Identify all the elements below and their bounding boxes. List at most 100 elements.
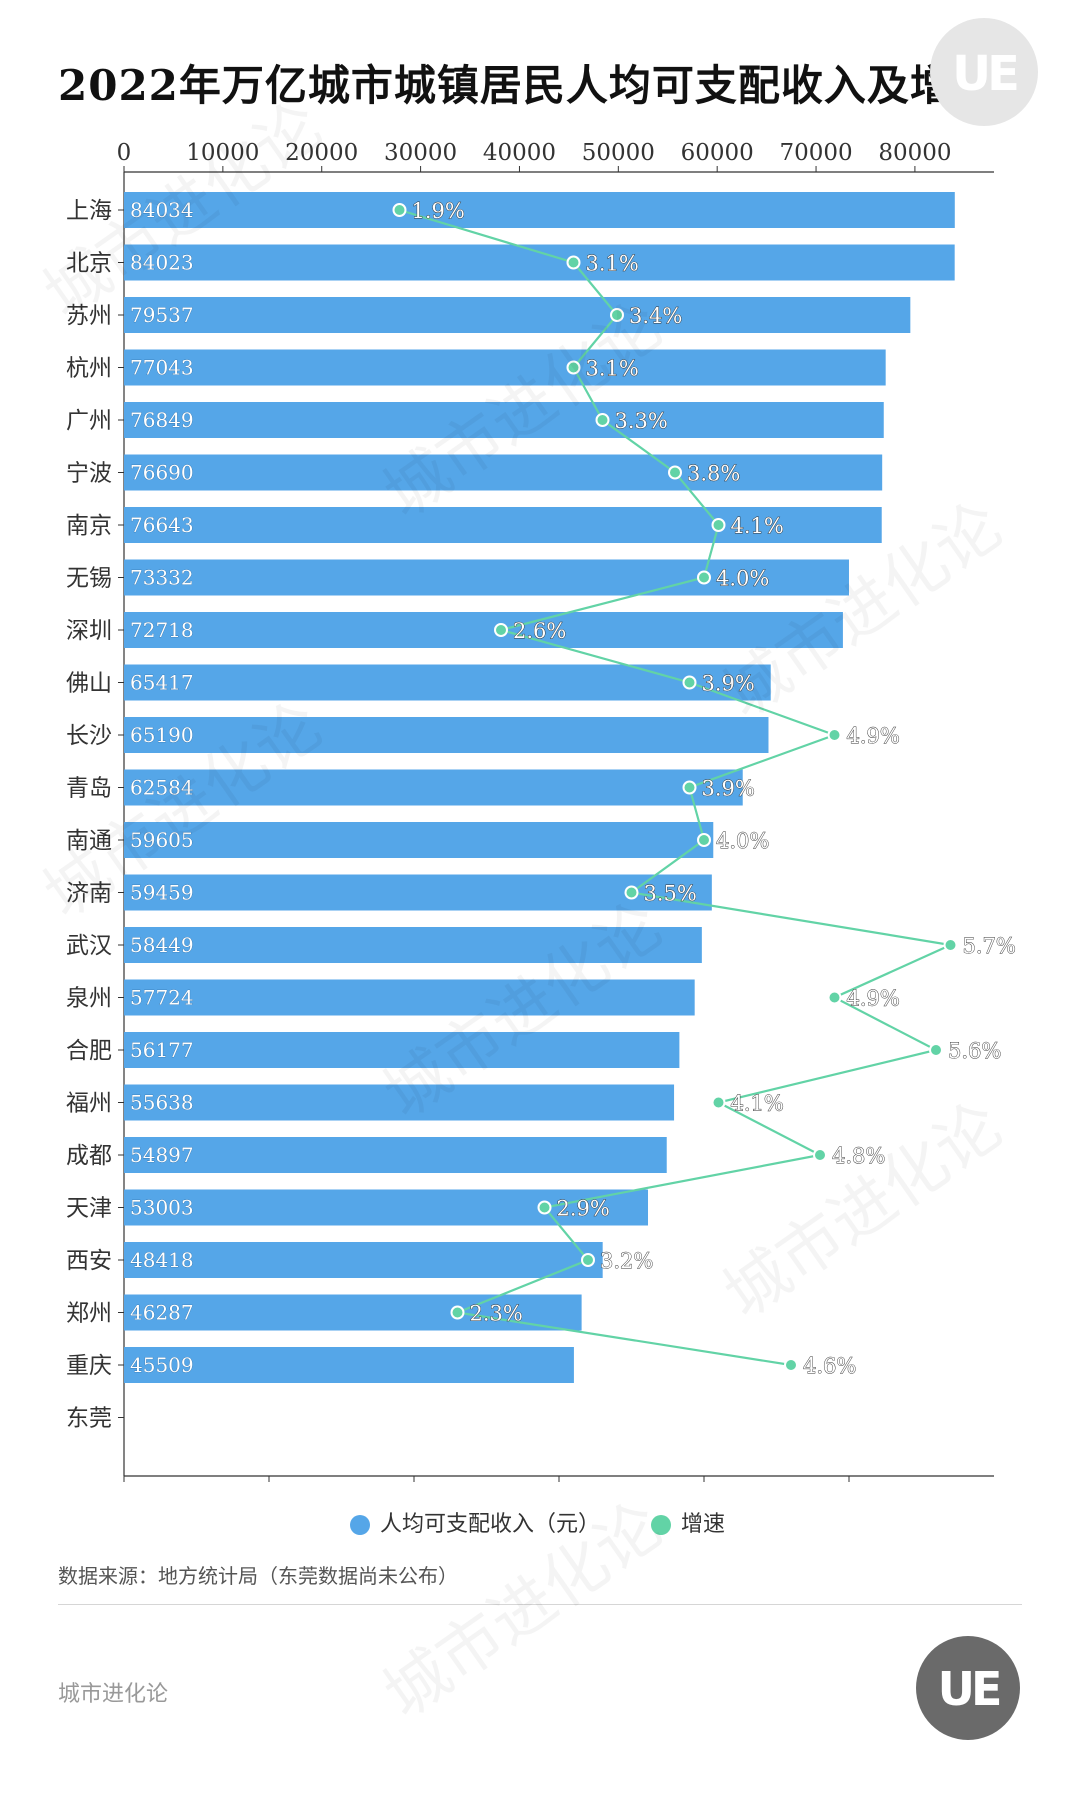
category-label: 合肥 bbox=[66, 1038, 112, 1064]
income-value-label: 59605 bbox=[130, 828, 194, 852]
income-value-label: 84034 bbox=[130, 198, 194, 222]
category-label: 成都 bbox=[66, 1143, 112, 1169]
income-value-label: 77043 bbox=[130, 356, 194, 380]
category-label: 武汉 bbox=[66, 933, 112, 959]
legend-swatch-growth bbox=[651, 1515, 672, 1535]
growth-point bbox=[682, 675, 697, 690]
chart-legend: 人均可支配收入（元） 增速 bbox=[350, 1506, 769, 1538]
income-value-label: 76690 bbox=[130, 461, 194, 485]
growth-value-label: 3.9% bbox=[702, 672, 755, 696]
growth-point bbox=[566, 255, 581, 270]
growth-point bbox=[595, 413, 610, 427]
income-bar bbox=[124, 244, 955, 281]
income-value-label: 58449 bbox=[130, 933, 194, 957]
growth-value-label: 4.8% bbox=[832, 1144, 885, 1168]
income-value-label: 55638 bbox=[130, 1091, 194, 1115]
top-axis-tick-label: 60000 bbox=[681, 140, 754, 166]
income-value-label: 65417 bbox=[130, 671, 194, 695]
income-bar bbox=[124, 1084, 675, 1121]
growth-value-label: 4.0% bbox=[716, 567, 769, 591]
growth-point bbox=[711, 1095, 726, 1110]
income-value-label: 79537 bbox=[130, 303, 194, 327]
income-value-label: 54897 bbox=[130, 1143, 194, 1167]
legend-item-growth: 增速 bbox=[651, 1506, 725, 1538]
growth-point bbox=[784, 1358, 798, 1372]
footer-divider bbox=[58, 1604, 1022, 1605]
category-label: 泉州 bbox=[66, 986, 112, 1012]
income-value-label: 59459 bbox=[130, 881, 194, 905]
growth-value-label: 3.1% bbox=[586, 252, 639, 276]
income-value-label: 84023 bbox=[130, 251, 194, 275]
category-label: 无锡 bbox=[66, 566, 112, 592]
category-label: 宁波 bbox=[66, 461, 112, 487]
income-value-label: 48418 bbox=[130, 1248, 194, 1272]
category-label: 青岛 bbox=[66, 776, 112, 802]
growth-point bbox=[682, 780, 697, 795]
income-value-label: 65190 bbox=[130, 723, 194, 747]
top-axis-tick-label: 80000 bbox=[878, 140, 951, 166]
growth-value-label: 2.9% bbox=[557, 1197, 610, 1221]
growth-value-label: 4.9% bbox=[847, 987, 900, 1011]
category-label: 深圳 bbox=[66, 618, 112, 644]
category-label: 上海 bbox=[66, 198, 112, 224]
category-label: 北京 bbox=[66, 251, 112, 277]
growth-point bbox=[697, 833, 711, 847]
category-label: 福州 bbox=[66, 1091, 112, 1117]
growth-value-label: 3.4% bbox=[629, 304, 682, 328]
growth-point bbox=[494, 623, 508, 637]
top-axis-tick-label: 40000 bbox=[483, 140, 556, 166]
category-label: 佛山 bbox=[66, 671, 112, 697]
legend-swatch-income bbox=[350, 1515, 370, 1535]
category-label: 济南 bbox=[66, 881, 112, 907]
income-value-label: 62584 bbox=[130, 776, 194, 800]
income-bar bbox=[124, 1137, 667, 1173]
income-bar bbox=[124, 1032, 680, 1068]
income-value-label: 76643 bbox=[130, 513, 194, 537]
bottom-axis-tick-label: 4 bbox=[697, 1488, 712, 1490]
income-bar bbox=[124, 297, 911, 333]
growth-value-label: 1.9% bbox=[412, 199, 465, 223]
data-source-note: 数据来源：地方统计局（东莞数据尚未公布） bbox=[58, 1564, 458, 1588]
income-value-label: 73332 bbox=[130, 566, 194, 590]
top-axis-tick-label: 30000 bbox=[384, 140, 457, 166]
bottom-axis-tick-label: 2 bbox=[407, 1488, 422, 1490]
legend-label-income: 人均可支配收入（元） bbox=[380, 1512, 601, 1537]
growth-point bbox=[668, 465, 682, 480]
income-bar bbox=[124, 664, 771, 701]
income-bar bbox=[124, 559, 849, 596]
growth-value-label: 2.3% bbox=[470, 1302, 523, 1326]
growth-point bbox=[943, 938, 958, 952]
ue-logo-bottom-text: UE bbox=[937, 1662, 1003, 1716]
growth-point bbox=[827, 728, 842, 742]
growth-value-label: 3.3% bbox=[615, 409, 668, 433]
growth-point bbox=[697, 570, 711, 585]
top-axis-tick-label: 10000 bbox=[186, 140, 259, 166]
income-bar bbox=[124, 979, 695, 1016]
growth-value-label: 3.2% bbox=[600, 1249, 653, 1273]
category-label: 长沙 bbox=[66, 723, 112, 749]
income-bar bbox=[124, 769, 743, 806]
category-label: 西安 bbox=[66, 1248, 112, 1274]
income-bar bbox=[124, 1347, 574, 1383]
bottom-axis-tick-label: 1 bbox=[262, 1488, 277, 1490]
income-bar bbox=[124, 874, 712, 911]
bottom-axis-tick-label: 5 bbox=[842, 1488, 857, 1490]
income-value-label: 76849 bbox=[130, 408, 194, 432]
growth-value-label: 5.7% bbox=[963, 934, 1016, 958]
income-bar bbox=[124, 349, 886, 386]
growth-value-label: 2.6% bbox=[513, 619, 566, 643]
chart-title: 2022年万亿城市城镇居民人均可支配收入及增速 bbox=[58, 61, 996, 110]
category-label: 重庆 bbox=[66, 1353, 112, 1379]
growth-point bbox=[610, 308, 624, 322]
growth-value-label: 5.6% bbox=[948, 1039, 1001, 1063]
growth-point bbox=[813, 1148, 827, 1162]
income-bar bbox=[124, 192, 955, 228]
top-axis-tick-label: 0 bbox=[117, 140, 132, 166]
growth-value-label: 4.0% bbox=[716, 829, 769, 853]
category-label: 南通 bbox=[66, 828, 112, 854]
top-axis-tick-label: 20000 bbox=[285, 140, 358, 166]
growth-value-label: 4.1% bbox=[731, 1092, 784, 1116]
growth-value-label: 4.9% bbox=[847, 724, 900, 748]
ue-logo-top: UE bbox=[930, 18, 1038, 126]
income-bar bbox=[124, 1189, 649, 1226]
